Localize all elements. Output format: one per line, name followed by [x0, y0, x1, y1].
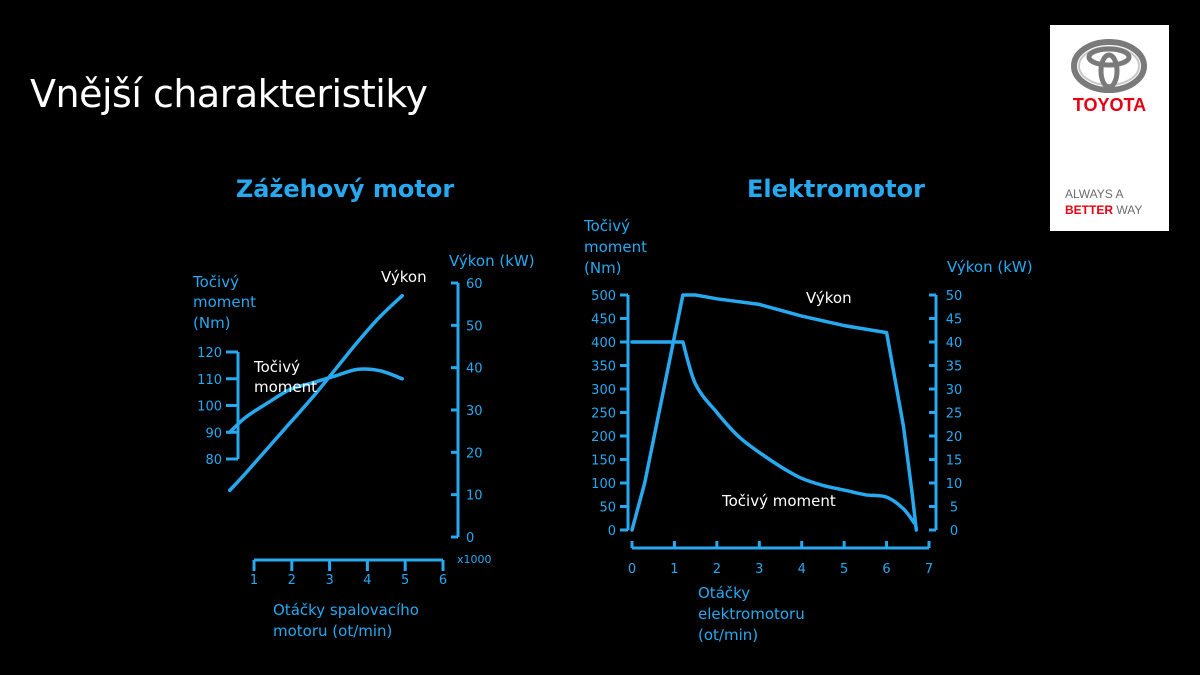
- slide-title: Vnější charakteristiky: [30, 72, 428, 116]
- chart2-x-label-line3: (ot/min): [698, 626, 758, 644]
- tagline-better: BETTER: [1065, 203, 1113, 217]
- chart2-x-tick-label: 1: [670, 562, 678, 577]
- chart1-y-left-label: Točivý moment (Nm): [192, 273, 261, 332]
- chart1-y-left-label-line3: (Nm): [193, 314, 231, 332]
- chart1-y-left-tick-label: 110: [197, 373, 222, 388]
- chart2-series-label-torque: Točivý moment: [721, 492, 836, 510]
- chart2-y-left-tick-label: 500: [591, 289, 616, 304]
- chart1-y-right-tick-label: 10: [466, 489, 483, 504]
- tagline-line2: BETTER WAY: [1065, 203, 1142, 217]
- chart2-series-torque: [630, 340, 916, 525]
- tagline-way: WAY: [1116, 203, 1143, 217]
- chart2-y-right-tick-label: 15: [946, 454, 963, 469]
- chart1-x-label-line2: motoru (ot/min): [273, 622, 392, 640]
- chart1-y-left-label-line1: Točivý: [192, 273, 239, 291]
- chart2-y-left-label-line3: (Nm): [584, 259, 622, 277]
- chart2-y-right-tick-label: 35: [946, 360, 963, 375]
- chart1-x-tick-label: 6: [439, 573, 447, 588]
- chart1-y-left-tick-label: 90: [205, 426, 222, 441]
- chart1-series-label-power: Výkon: [381, 268, 427, 286]
- chart1-y-left-label-line2: moment: [193, 293, 256, 311]
- chart2-x-tick-label: 3: [755, 562, 763, 577]
- chart2-x-tick-label: 2: [713, 562, 721, 577]
- chart2-x-label-line1: Otáčky: [698, 584, 750, 602]
- chart2-series-label-power: Výkon: [806, 289, 852, 307]
- chart1-series-power: [227, 293, 404, 493]
- chart1-x-unit: x1000: [457, 553, 492, 566]
- brand-name: TOYOTA: [1072, 95, 1147, 115]
- chart1-y-right-tick-label: 50: [466, 319, 483, 334]
- chart1-y-right-label: Výkon (kW): [449, 252, 535, 270]
- chart2-y-right-tick-label: 5: [950, 501, 958, 516]
- chart1-x-tick-label: 5: [401, 573, 409, 588]
- chart2-y-right-tick-label: 0: [950, 524, 958, 539]
- chart2-y-right-label: Výkon (kW): [947, 258, 1033, 276]
- chart1-x-label-line1: Otáčky spalovacího: [273, 601, 419, 619]
- toyota-logo: TOYOTA ALWAYS A BETTER WAY: [1050, 25, 1169, 231]
- chart1-y-right-tick-label: 30: [466, 404, 483, 419]
- chart1-x-tick-label: 1: [250, 573, 258, 588]
- chart2-x-tick-label: 6: [882, 562, 890, 577]
- chart2-y-left-tick-label: 400: [591, 336, 616, 351]
- chart2-y-right-tick-label: 30: [946, 383, 963, 398]
- chart2-y-right-tick-label: 20: [946, 430, 963, 445]
- chart2-y-left-tick-label: 150: [591, 454, 616, 469]
- chart1-x-label: Otáčky spalovacího motoru (ot/min): [273, 601, 424, 640]
- chart2-y-left-label: Točivý moment (Nm): [583, 217, 652, 277]
- chart1-y-right-tick-label: 20: [466, 446, 483, 461]
- chart1-x-tick-label: 2: [288, 573, 296, 588]
- chart2-x-tick-label: 0: [628, 562, 636, 577]
- chart2-y-left-tick-label: 0: [608, 524, 616, 539]
- chart2-y-left-label-line1: Točivý: [583, 217, 630, 235]
- chart2-y-left-tick-label: 50: [599, 501, 616, 516]
- chart2-title: Elektromotor: [747, 175, 925, 203]
- chart1-series-torque: [227, 367, 404, 435]
- chart2-y-left-tick-label: 450: [591, 313, 616, 328]
- chart1-y-left-tick-label: 80: [205, 453, 222, 468]
- toyota-emblem-icon: [1071, 39, 1147, 93]
- chart2-y-left-tick-label: 350: [591, 360, 616, 375]
- chart2-y-left-label-line2: moment: [584, 238, 647, 256]
- chart1-y-right-tick-label: 40: [466, 362, 483, 377]
- tagline-line1: ALWAYS A: [1065, 187, 1124, 201]
- chart2-x-label: Otáčky elektromotoru (ot/min): [698, 584, 810, 644]
- chart2-x-tick-label: 7: [925, 562, 933, 577]
- chart2-x-label-line2: elektromotoru: [698, 605, 805, 623]
- chart1-series-label-torque-line1: Točivý: [253, 358, 300, 376]
- chart1-title: Zážehový motor: [236, 175, 455, 203]
- chart2-y-right-tick-label: 40: [946, 336, 963, 351]
- chart2-y-left-tick-label: 250: [591, 407, 616, 422]
- chart2-y-left-tick-label: 200: [591, 430, 616, 445]
- chart2-y-right-tick-label: 10: [946, 477, 963, 492]
- chart2-x-tick-label: 4: [798, 562, 806, 577]
- chart2-y-right-tick-label: 50: [946, 289, 963, 304]
- chart1-y-left-tick-label: 120: [197, 346, 222, 361]
- chart2-y-left-tick-label: 300: [591, 383, 616, 398]
- chart1-x-tick-label: 3: [325, 573, 333, 588]
- chart1-series-label-torque-line2: moment: [254, 378, 317, 396]
- chart2-series-power: [630, 293, 919, 532]
- chart1-x-tick-label: 4: [363, 573, 371, 588]
- chart2-y-right-tick-label: 25: [946, 407, 963, 422]
- chart2-y-left-tick-label: 100: [591, 477, 616, 492]
- chart1-y-left-tick-label: 100: [197, 400, 222, 415]
- chart2-x-tick-label: 5: [840, 562, 848, 577]
- chart1-y-right-tick-label: 60: [466, 277, 483, 292]
- chart2-y-right-tick-label: 45: [946, 313, 963, 328]
- chart1-y-right-tick-label: 0: [466, 531, 474, 546]
